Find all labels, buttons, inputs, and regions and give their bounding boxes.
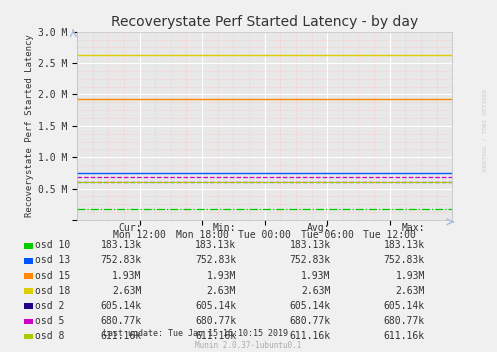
Text: Cur:: Cur:: [118, 222, 142, 233]
Text: 680.77k: 680.77k: [100, 316, 142, 326]
Text: 2.63M: 2.63M: [396, 286, 425, 296]
Text: 183.13k: 183.13k: [384, 240, 425, 250]
Text: osd 18: osd 18: [35, 286, 70, 296]
Text: osd 5: osd 5: [35, 316, 64, 326]
Text: 611.16k: 611.16k: [100, 331, 142, 341]
Text: 605.14k: 605.14k: [384, 301, 425, 311]
Text: 183.13k: 183.13k: [289, 240, 331, 250]
Text: osd 2: osd 2: [35, 301, 64, 311]
Text: 752.83k: 752.83k: [195, 256, 236, 265]
Title: Recoverystate Perf Started Latency - by day: Recoverystate Perf Started Latency - by …: [111, 15, 418, 29]
Text: 2.63M: 2.63M: [301, 286, 331, 296]
Text: 2.63M: 2.63M: [112, 286, 142, 296]
Text: 752.83k: 752.83k: [384, 256, 425, 265]
Text: 183.13k: 183.13k: [195, 240, 236, 250]
Text: Min:: Min:: [213, 222, 236, 233]
Text: 2.63M: 2.63M: [207, 286, 236, 296]
Text: 183.13k: 183.13k: [100, 240, 142, 250]
Text: 611.16k: 611.16k: [195, 331, 236, 341]
Text: osd 13: osd 13: [35, 256, 70, 265]
Text: osd 10: osd 10: [35, 240, 70, 250]
Text: 1.93M: 1.93M: [396, 271, 425, 281]
Text: osd 15: osd 15: [35, 271, 70, 281]
Text: 680.77k: 680.77k: [384, 316, 425, 326]
Text: 1.93M: 1.93M: [301, 271, 331, 281]
Text: 611.16k: 611.16k: [289, 331, 331, 341]
Text: 605.14k: 605.14k: [289, 301, 331, 311]
Y-axis label: Recoverystate Perf Started Latency: Recoverystate Perf Started Latency: [25, 34, 34, 217]
Text: 605.14k: 605.14k: [100, 301, 142, 311]
Text: 680.77k: 680.77k: [289, 316, 331, 326]
Text: 1.93M: 1.93M: [112, 271, 142, 281]
Text: 1.93M: 1.93M: [207, 271, 236, 281]
Text: 680.77k: 680.77k: [195, 316, 236, 326]
Text: Avg:: Avg:: [307, 222, 331, 233]
Text: 752.83k: 752.83k: [289, 256, 331, 265]
Text: Last update: Tue Jan 15 16:10:15 2019: Last update: Tue Jan 15 16:10:15 2019: [103, 329, 288, 338]
Text: 752.83k: 752.83k: [100, 256, 142, 265]
Text: RRDTOOL / TOBI OETIKER: RRDTOOL / TOBI OETIKER: [482, 89, 487, 171]
Text: 611.16k: 611.16k: [384, 331, 425, 341]
Text: Max:: Max:: [402, 222, 425, 233]
Text: osd 8: osd 8: [35, 331, 64, 341]
Text: 605.14k: 605.14k: [195, 301, 236, 311]
Text: Munin 2.0.37-1ubuntu0.1: Munin 2.0.37-1ubuntu0.1: [195, 341, 302, 350]
